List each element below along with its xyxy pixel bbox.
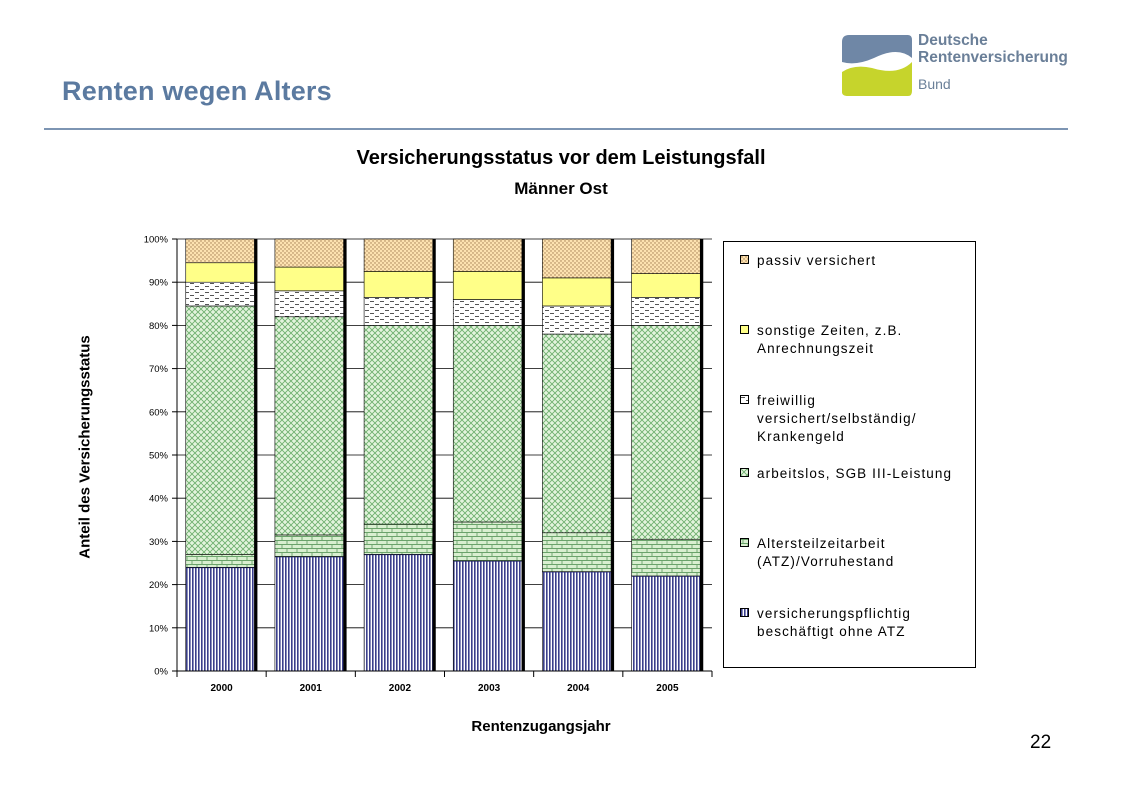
bar-segment	[185, 567, 255, 672]
logo-line-1: Deutsche	[918, 32, 988, 49]
bar-segment	[185, 262, 255, 283]
bar-shadow	[521, 239, 525, 671]
bar-segment	[274, 556, 344, 672]
bar-shadow	[432, 239, 436, 671]
y-tick-label: 50%	[149, 451, 169, 462]
legend-label: freiwillig versichert/selbständig/ Krank…	[757, 393, 917, 444]
y-tick-label: 60%	[149, 407, 169, 418]
x-tick-label: 2000	[210, 683, 233, 694]
legend-swatch	[740, 468, 749, 477]
legend-swatch	[740, 608, 749, 617]
logo-bottom-shape	[842, 62, 912, 96]
bar-segment	[631, 575, 701, 672]
legend-label: sonstige Zeiten, z.B. Anrechnungszeit	[757, 323, 903, 356]
y-tick-label: 90%	[149, 278, 169, 289]
chart-subtitle: Männer Ost	[514, 179, 608, 198]
bar-segment	[542, 333, 612, 534]
deutsche-rentenversicherung-logo	[842, 35, 912, 96]
y-tick-label: 80%	[149, 321, 169, 332]
y-tick-label: 70%	[149, 364, 169, 375]
bar-segment	[274, 534, 344, 557]
legend-swatch	[740, 255, 749, 264]
x-tick-label: 2001	[300, 683, 323, 694]
bar-segment	[274, 316, 344, 536]
y-tick-label: 30%	[149, 537, 169, 548]
bar-segment	[185, 554, 255, 568]
bar-shadow	[700, 239, 704, 671]
bar-segment	[363, 554, 434, 672]
bar-segment	[631, 538, 701, 577]
chart-legend: passiv versichert sonstige Zeiten, z.B. A…	[723, 241, 976, 668]
legend-swatch	[740, 325, 749, 334]
bar-segment	[274, 290, 344, 318]
y-tick-label: 10%	[149, 623, 169, 634]
legend-label: passiv versichert	[757, 253, 877, 268]
bar-shadow	[254, 239, 258, 671]
x-axis-label: Rentenzugangsjahr	[471, 718, 611, 735]
bar-segment	[363, 238, 434, 272]
bar-segment	[452, 325, 523, 523]
legend-swatch	[740, 395, 749, 404]
bar-segment	[185, 281, 255, 307]
bar-segment	[185, 238, 255, 264]
bar-segment	[542, 238, 612, 279]
logo-top-shape	[842, 35, 912, 64]
logo-line-3: Bund	[918, 76, 951, 92]
bar-segment	[631, 273, 701, 298]
bar-segment	[542, 277, 612, 307]
bar-segment	[631, 325, 701, 540]
x-tick-label: 2004	[567, 683, 590, 694]
legend-label: arbeitslos, SGB III-Leistung	[757, 466, 953, 481]
bar-segment	[542, 571, 612, 672]
bar-segment	[542, 305, 612, 335]
y-tick-label: 0%	[154, 667, 168, 678]
bar-segment	[363, 325, 434, 525]
legend-swatch	[740, 538, 749, 547]
y-tick-label: 20%	[149, 580, 169, 591]
page-number: 22	[1030, 732, 1052, 753]
bar-segment	[452, 299, 523, 326]
bar-segment	[363, 523, 434, 555]
bar-segment	[452, 521, 523, 562]
y-axis-label: Anteil des Versicherungsstatus	[76, 335, 94, 559]
bar-segment	[274, 238, 344, 268]
bar-segment	[185, 305, 255, 555]
bar-segment	[452, 271, 523, 300]
legend-label: versicherungspflichtig beschäftigt ohne …	[757, 606, 912, 639]
y-tick-label: 40%	[149, 494, 169, 505]
x-tick-label: 2003	[478, 683, 501, 694]
chart-title: Versicherungsstatus vor dem Leistungsfal…	[356, 147, 766, 169]
bar-segment	[452, 238, 523, 272]
bar-shadow	[611, 239, 615, 671]
x-tick-label: 2005	[656, 683, 679, 694]
bar-segment	[631, 238, 701, 274]
bar-segment	[274, 266, 344, 292]
bar-segment	[452, 560, 523, 672]
bar-segment	[631, 297, 701, 326]
bar-segment	[363, 271, 434, 298]
title-divider	[44, 128, 1068, 130]
logo-wordmark: Deutsche Rentenversicherung Bund	[918, 32, 1068, 92]
bar-segment	[542, 532, 612, 572]
slide-title: Renten wegen Alters	[62, 76, 332, 106]
bar-shadow	[343, 239, 347, 671]
y-tick-label: 100%	[144, 235, 169, 246]
logo-line-2: Rentenversicherung	[918, 49, 1068, 66]
x-tick-label: 2002	[389, 683, 412, 694]
legend-label: Altersteilzeitarbeit (ATZ)/Vorruhestand	[757, 536, 895, 569]
bar-segment	[363, 297, 434, 326]
